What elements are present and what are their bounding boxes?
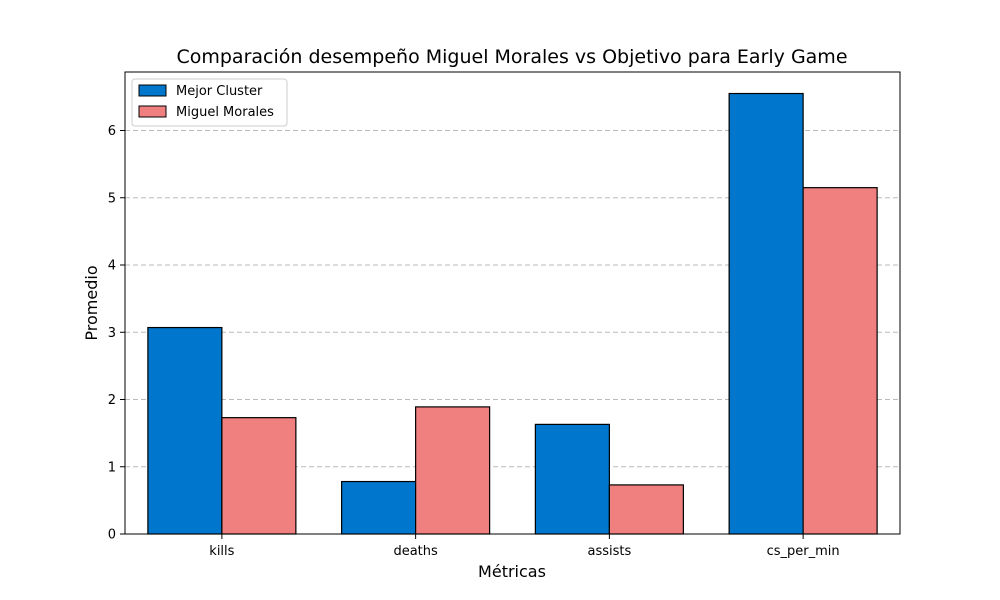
y-tick-label: 5 bbox=[108, 191, 116, 206]
bar-mejor-cluster-cs-per-min bbox=[728, 92, 804, 535]
legend-swatch-miguel-morales bbox=[138, 105, 167, 118]
bar-mejor-cluster-assists bbox=[534, 423, 610, 535]
bar-miguel-morales-cs-per-min bbox=[802, 187, 878, 535]
legend-label-miguel-morales: Miguel Morales bbox=[176, 105, 274, 120]
x-tick-label-assists: assists bbox=[587, 544, 631, 559]
legend-label-mejor-cluster: Mejor Cluster bbox=[176, 84, 263, 99]
y-tick-label: 2 bbox=[108, 393, 116, 408]
bar-miguel-morales-kills bbox=[221, 417, 297, 535]
bar-miguel-morales-deaths bbox=[415, 406, 491, 535]
y-tick-label: 6 bbox=[108, 124, 116, 139]
legend-swatch-mejor-cluster bbox=[138, 84, 167, 97]
y-tick-label: 1 bbox=[108, 460, 116, 475]
x-axis-ticks: kills deaths assists cs_per_min bbox=[209, 534, 840, 559]
y-axis-label: Promedio bbox=[82, 265, 101, 340]
x-axis-label: Métricas bbox=[478, 562, 546, 581]
bar-mejor-cluster-kills bbox=[147, 326, 223, 535]
legend: Mejor Cluster Miguel Morales bbox=[131, 78, 288, 127]
bar-mejor-cluster-deaths bbox=[341, 480, 417, 535]
y-tick-label: 0 bbox=[108, 528, 116, 543]
legend-box bbox=[131, 78, 288, 127]
bars bbox=[147, 92, 878, 535]
y-tick-label: 3 bbox=[108, 326, 116, 341]
y-tick-label: 4 bbox=[108, 259, 116, 274]
chart-title: Comparación desempeño Miguel Morales vs … bbox=[176, 46, 847, 68]
y-axis-ticks: 0 1 2 3 4 5 6 bbox=[108, 124, 125, 543]
x-tick-label-cs-per-min: cs_per_min bbox=[767, 544, 840, 559]
x-tick-label-kills: kills bbox=[209, 544, 234, 559]
x-tick-label-deaths: deaths bbox=[393, 544, 438, 559]
bar-miguel-morales-assists bbox=[608, 484, 684, 535]
plot-frame bbox=[124, 71, 901, 535]
